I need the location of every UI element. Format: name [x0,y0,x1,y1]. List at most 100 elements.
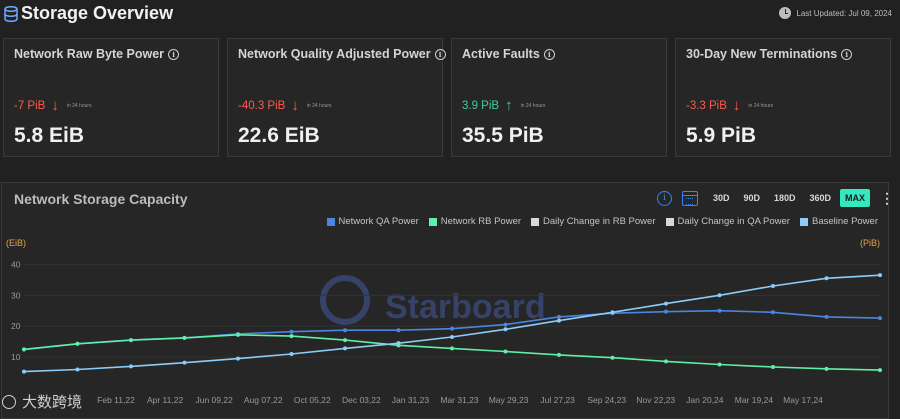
series-point [878,316,882,321]
range-360d-button[interactable]: 360D [809,193,831,203]
series-point [771,284,775,288]
series-point [503,349,508,354]
series-point [610,355,615,360]
calendar-icon[interactable] [681,190,698,206]
info-icon[interactable]: i [434,49,446,60]
legend-item-baseline[interactable]: Baseline Power [799,216,878,227]
last-updated-text: Last Updated: Jul 09, 2024 [796,8,892,18]
info-icon[interactable]: i [168,49,180,60]
series-point [343,338,347,343]
card-title: Active Faults i [462,47,555,61]
watermark-logo [320,275,370,325]
legend-item-rb[interactable]: Network RB Power [428,216,521,227]
delta-period: in 24 hours [306,103,332,109]
card-quality-adjusted-power: Network Quality Adjusted Power i -40.3 Pi… [227,38,446,157]
series-point [557,314,561,319]
series-point [129,364,133,369]
info-icon[interactable]: i [841,49,853,60]
x-tick-label: May 17,24 [783,395,823,405]
legend-swatch [531,217,540,226]
arrow-up-icon: ↑ [505,97,513,114]
series-point [717,293,722,298]
badge-icon [2,394,16,409]
series-point [396,341,401,346]
card-delta: -40.3 PiB ↓ in 24 hours [238,98,332,113]
y-tick-label: 20 [11,321,21,331]
series-point [557,352,561,357]
series-point [22,369,26,374]
info-icon[interactable]: i [656,190,672,206]
page-title: Storage Overview [21,3,174,23]
info-icon[interactable]: i [543,49,555,60]
watermark-text: Starboard [385,288,546,326]
legend-item-daily-rb[interactable]: Daily Change in RB Power [531,216,656,227]
watermark-badge: 大数跨境 [2,391,82,412]
series-point [771,364,775,369]
legend-item-daily-qa[interactable]: Daily Change in QA Power [665,216,790,227]
card-value: 35.5 PiB [462,124,544,147]
database-icon [4,6,18,22]
series-point [75,341,80,346]
x-tick-label: Jan 20,24 [686,395,724,405]
series-point [450,346,454,351]
legend-item-qa[interactable]: Network QA Power [326,216,419,227]
chart-panel: Network Storage Capacity i 30D 90D 180D … [1,182,894,419]
x-tick-label: Mar 31,23 [440,395,479,405]
delta-value: -3.3 PiB [686,100,727,112]
series-point [664,301,668,306]
x-tick-label: Sep 24,23 [587,395,626,405]
range-max-button[interactable]: MAX [840,189,870,207]
series-point [289,352,294,356]
series-point [129,338,133,343]
x-tick-label: Apr 11,22 [147,395,184,405]
series-point [610,310,615,315]
delta-period: in 24 hours [66,103,92,109]
x-tick-label: Jun 09,22 [195,395,233,405]
series-point [182,335,187,340]
delta-value: -7 PiB [14,100,46,112]
x-tick-label: May 29,23 [489,395,529,405]
series-point [771,310,775,315]
series-point [289,329,294,334]
card-delta: -3.3 PiB ↓ in 24 hours [686,97,773,114]
series-point [717,308,722,313]
card-value: 5.8 EiB [14,124,85,147]
series-point [824,366,829,371]
range-180d-button[interactable]: 180D [773,193,796,203]
chart-controls: i 30D 90D 180D 360D MAX ⋮ [656,189,894,207]
series-point [503,327,508,332]
series-point [450,326,454,331]
series-point [236,332,240,337]
chart-legend: Network QA Power Network RB Power Daily … [326,216,878,227]
x-tick-label: Oct 05,22 [294,395,331,405]
series-point [22,347,26,352]
series-point [557,318,561,323]
series-point [289,334,294,339]
legend-swatch [799,217,808,226]
card-active-faults: Active Faults i 3.9 PiB ↑ in 24 hours 35.… [451,38,667,157]
series-point [878,368,882,373]
series-point [236,356,240,361]
card-value: 5.9 PiB [686,124,757,147]
card-raw-byte-power: Network Raw Byte Power i -7 PiB ↓ in 24 h… [3,38,219,157]
x-tick-label: Mar 19,24 [735,395,774,405]
y-axis-left-unit: (EiB) [6,238,26,248]
page-header: Storage Overview Last Updated: Jul 09, 2… [0,0,900,30]
series-point [664,309,668,314]
delta-value: 3.9 PiB [462,100,500,112]
series-point [824,276,829,281]
legend-swatch [428,217,437,226]
range-90d-button[interactable]: 90D [743,193,760,203]
x-tick-label: Nov 22,23 [636,395,675,405]
series-point [664,359,668,364]
legend-swatch [665,217,674,226]
arrow-down-icon: ↓ [732,97,741,114]
x-tick-label: Dec 03,22 [342,395,381,405]
range-30d-button[interactable]: 30D [712,193,730,203]
series-point [878,273,882,278]
series-point [717,362,722,367]
y-tick-label: 40 [11,259,21,269]
last-updated: Last Updated: Jul 09, 2024 [779,7,892,19]
series-point [343,328,347,333]
